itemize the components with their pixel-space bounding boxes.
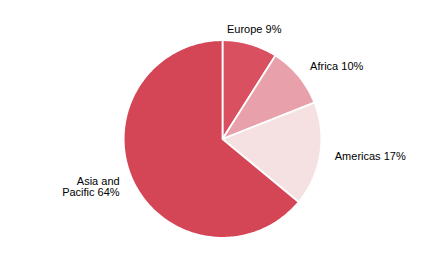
svg-text:Asia andPacific 64%: Asia andPacific 64% — [62, 175, 120, 198]
svg-text:Europe 9%: Europe 9% — [227, 23, 282, 35]
svg-text:Africa 10%: Africa 10% — [310, 60, 363, 72]
svg-text:Americas 17%: Americas 17% — [335, 150, 406, 162]
